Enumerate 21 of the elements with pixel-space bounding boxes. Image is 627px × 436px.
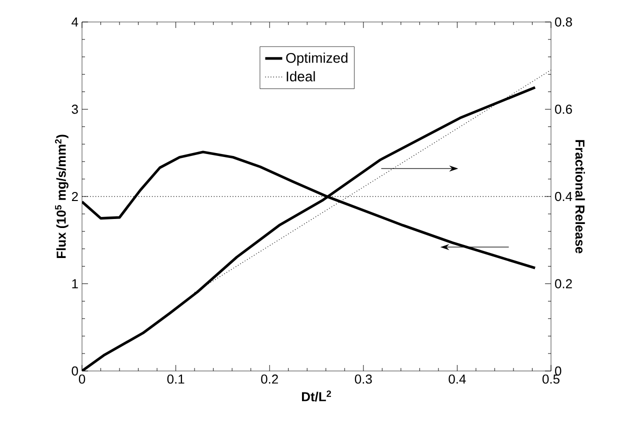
y-tick-label: 3 [72,104,78,114]
y-tick-label: 0 [72,366,78,376]
x-tick-label: 0.1 [167,374,184,384]
y-tick-label: 2 [72,192,78,202]
y-axis-title: Flux (10$^{5}$ mg/s/mm$^{2}$) [55,134,68,258]
y2-tick-label: 0.2 [555,279,572,288]
x-tick-label: 0 [78,374,86,384]
x-tick-label: 0.2 [261,374,278,384]
y2-tick-label: 0.8 [555,17,572,27]
y2-tick-label: 0.6 [555,104,572,114]
legend-label: Optimized [286,52,348,66]
y-tick-label: 4 [72,18,78,26]
x-tick-label: 0.5 [542,374,560,384]
legend-label: Ideal [286,71,315,82]
x-tick-label: 0.3 [354,374,372,384]
y2-axis-title: Fractional Release [575,140,585,254]
x-tick-label: 0.4 [448,374,466,384]
y-tick-label: 1 [72,279,78,288]
x-axis-title: Dt/L$^{2}$ [302,390,331,402]
y2-tick-label: 0 [555,366,562,376]
y2-tick-label: 0.4 [555,192,572,202]
